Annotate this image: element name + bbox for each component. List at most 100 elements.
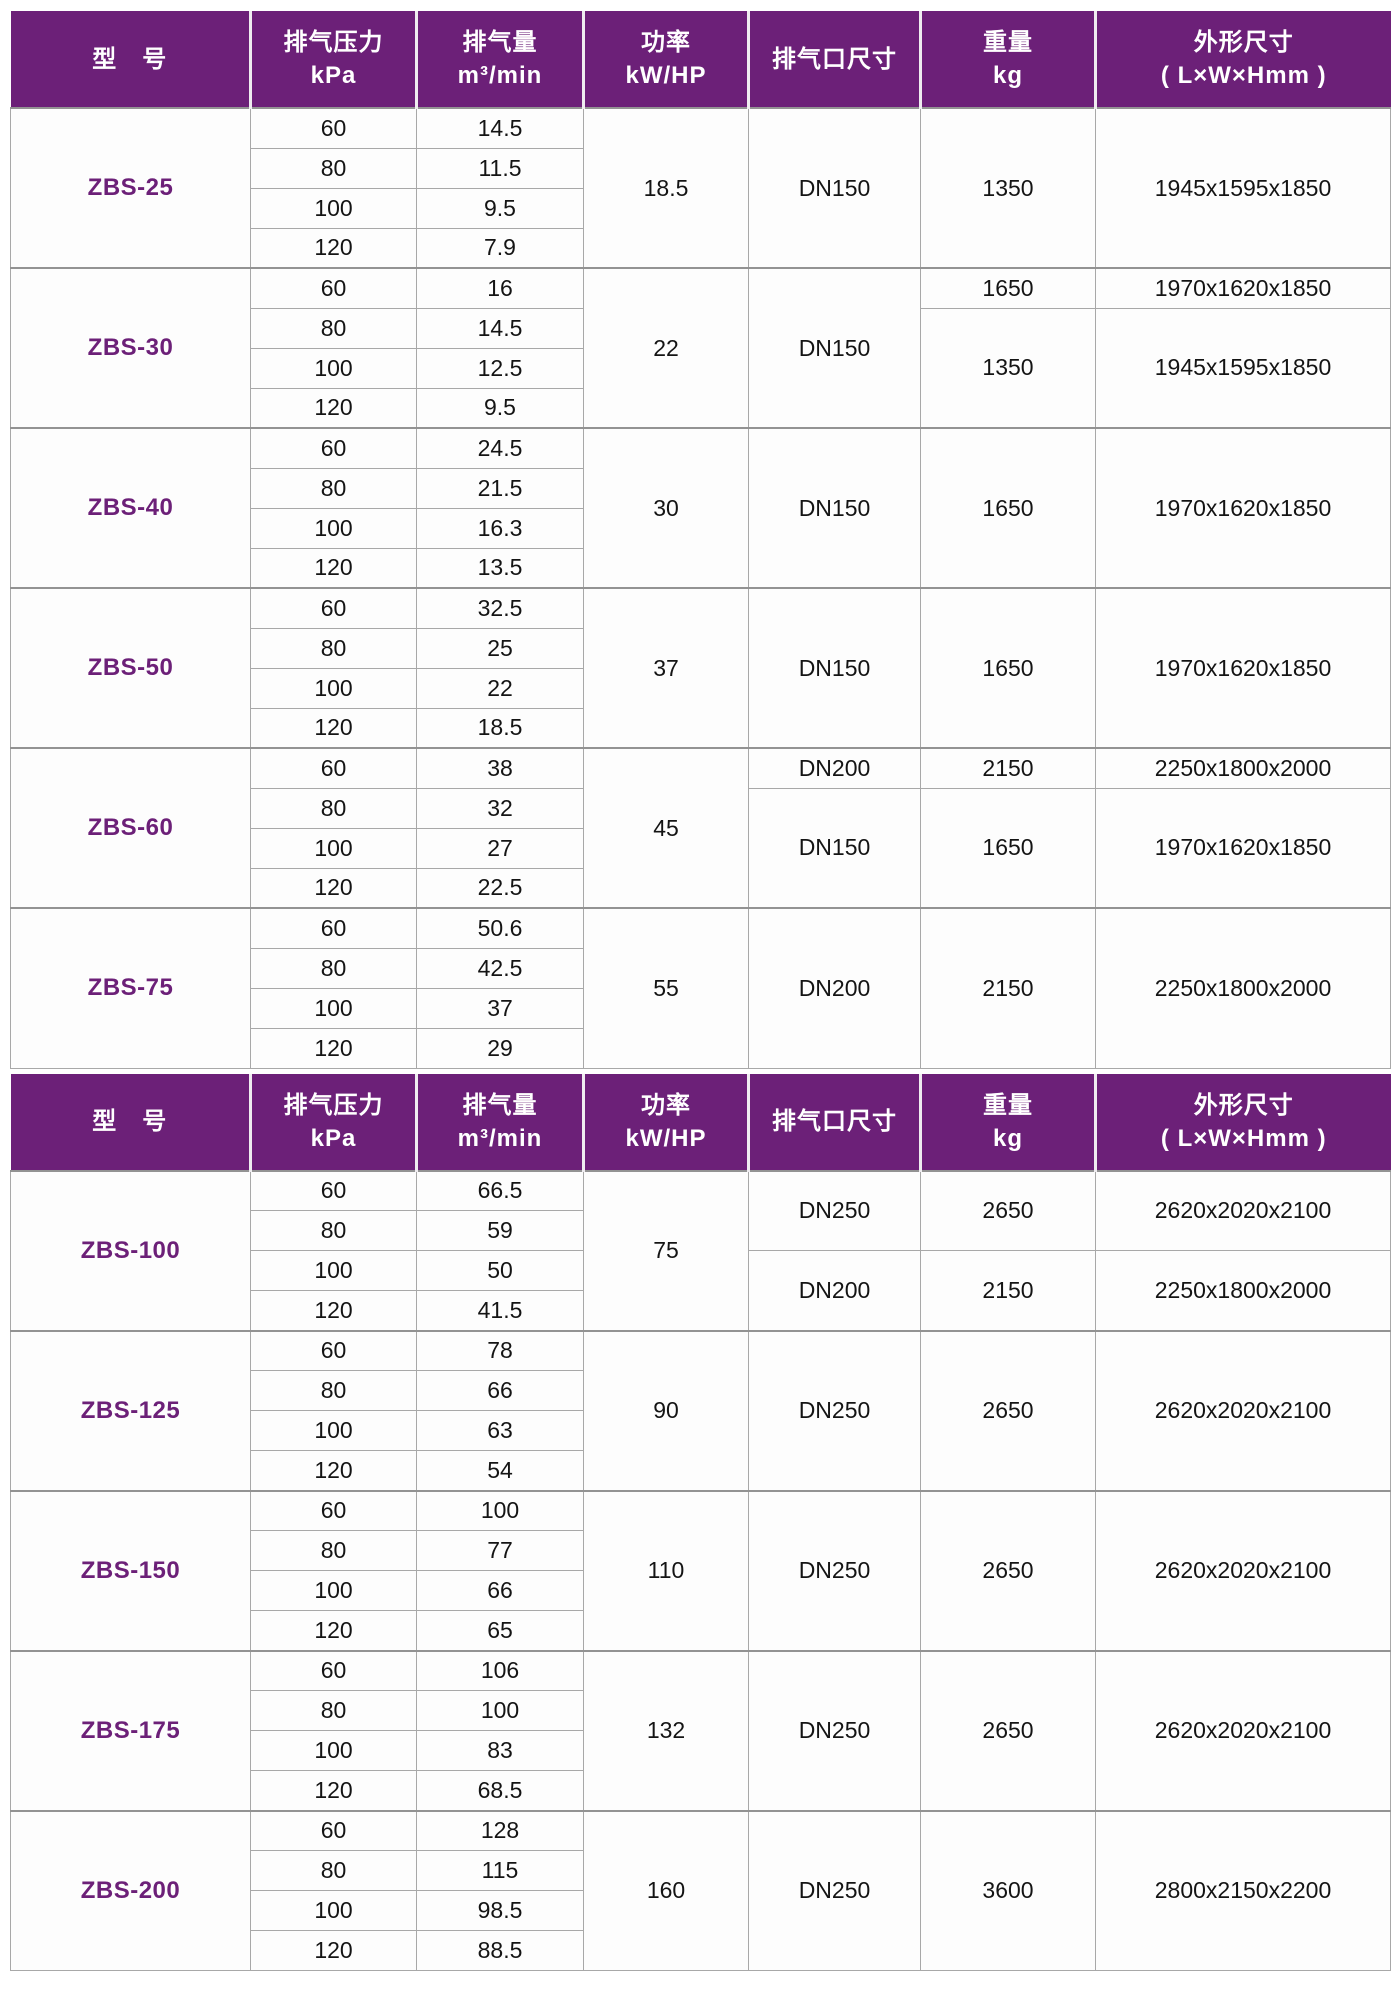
table-row: 120 65 xyxy=(11,1610,1391,1651)
pressure-cell: 120 xyxy=(250,387,417,429)
weight-cell: 1650 xyxy=(920,427,1096,589)
power-cell: 132 xyxy=(583,1649,749,1811)
flow-cell: 12.5 xyxy=(416,347,584,389)
dn-cell: DN250 xyxy=(748,1169,921,1251)
power-cell: 90 xyxy=(583,1329,749,1491)
pressure-cell: 100 xyxy=(250,1730,417,1771)
header-label: 功率 xyxy=(641,1091,691,1119)
dims-cell: 2250x1800x2000 xyxy=(1095,747,1391,789)
header-label: 型 号 xyxy=(92,45,168,73)
pressure-cell: 80 xyxy=(250,1370,417,1411)
flow-cell: 27 xyxy=(416,827,584,869)
pressure-cell: 120 xyxy=(250,1610,417,1651)
table-row: ZBS-50 60 32.5 37 DN150 1650 1970x1620x1… xyxy=(10,587,1391,749)
pressure-cell: 60 xyxy=(250,1489,417,1531)
flow-cell: 18.5 xyxy=(416,707,584,749)
pressure-cell: 120 xyxy=(250,1450,417,1491)
flow-cell: 14.5 xyxy=(416,307,584,349)
header-unit: m³/min xyxy=(457,1124,543,1152)
header-unit: kg xyxy=(992,1124,1023,1152)
table-row: ZBS-25 60 14.5 18.5 DN150 1350 1945x1595… xyxy=(10,107,1391,269)
table-row: 80 14.5 1350 1945x1595x1850 xyxy=(11,307,1391,429)
flow-cell: 38 xyxy=(416,747,584,789)
weight-cell: 2650 xyxy=(920,1329,1096,1491)
model-cell: ZBS-150 xyxy=(10,1489,251,1651)
pressure-cell: 60 xyxy=(250,1809,417,1851)
pressure-cell: 120 xyxy=(250,1027,417,1069)
power-cell: 75 xyxy=(583,1169,749,1331)
flow-cell: 13.5 xyxy=(416,547,584,589)
flow-cell: 54 xyxy=(416,1450,584,1491)
col-header-pressure: 排气压力 kPa xyxy=(249,11,417,108)
flow-cell: 29 xyxy=(416,1027,584,1069)
flow-cell: 50 xyxy=(416,1250,584,1291)
flow-cell: 16 xyxy=(416,267,584,309)
weight-cell: 2650 xyxy=(920,1489,1096,1651)
weight-cell: 2150 xyxy=(920,1250,1096,1331)
pressure-cell: 120 xyxy=(250,1930,417,1971)
dims-cell: 2620x2020x2100 xyxy=(1095,1169,1391,1251)
header-label: 外形尺寸 xyxy=(1193,29,1294,56)
header-label: 排气压力 xyxy=(283,29,384,56)
pressure-cell: 120 xyxy=(250,707,417,749)
flow-cell: 9.5 xyxy=(416,387,584,429)
header-label: 排气压力 xyxy=(283,1091,384,1119)
col-header-power: 功率 kW/HP xyxy=(582,1073,749,1171)
weight-cell: 1350 xyxy=(920,107,1096,269)
table-row: 80 32 DN150 1650 1970x1620x1850 xyxy=(11,787,1391,909)
flow-cell: 11.5 xyxy=(416,147,584,189)
pressure-cell: 120 xyxy=(250,1770,417,1811)
flow-cell: 128 xyxy=(416,1809,584,1851)
dims-cell: 2620x2020x2100 xyxy=(1095,1649,1391,1811)
table-row: 100 37 xyxy=(11,987,1391,1029)
table-row: ZBS-75 60 50.6 55 DN200 2150 2250x1800x2… xyxy=(10,907,1391,1069)
table-row: ZBS-40 60 24.5 30 DN150 1650 1970x1620x1… xyxy=(10,427,1391,589)
table-row: 80 25 xyxy=(11,627,1391,669)
dn-cell: DN150 xyxy=(748,427,921,589)
dims-cell: 1970x1620x1850 xyxy=(1095,267,1391,309)
weight-cell: 1650 xyxy=(920,267,1096,309)
flow-cell: 22 xyxy=(416,667,584,709)
header-unit: ( L×W×Hmm ) xyxy=(1160,1124,1327,1152)
weight-cell: 1650 xyxy=(920,587,1096,749)
header-unit: kPa xyxy=(310,1124,357,1152)
col-header-weight: 重量 kg xyxy=(919,11,1096,108)
table-row: 80 11.5 xyxy=(11,147,1391,189)
table-row: 120 29 xyxy=(11,1027,1391,1069)
flow-cell: 65 xyxy=(416,1610,584,1651)
power-cell: 160 xyxy=(583,1809,749,1971)
dn-cell: DN250 xyxy=(748,1649,921,1811)
table-row: 120 54 xyxy=(11,1450,1391,1491)
dn-cell: DN200 xyxy=(748,747,921,789)
table-row: 100 63 xyxy=(11,1410,1391,1451)
table-row: 80 77 xyxy=(11,1530,1391,1571)
header-label: 功率 xyxy=(641,29,691,56)
header-unit: kg xyxy=(992,62,1023,89)
col-header-dimensions: 外形尺寸 ( L×W×Hmm ) xyxy=(1094,11,1391,108)
table-row: 120 41.5 xyxy=(11,1290,1391,1331)
flow-cell: 37 xyxy=(416,987,584,1029)
dims-cell: 2250x1800x2000 xyxy=(1095,1250,1391,1331)
flow-cell: 25 xyxy=(416,627,584,669)
pressure-cell: 100 xyxy=(250,1570,417,1611)
header-unit: kPa xyxy=(310,62,357,89)
power-cell: 22 xyxy=(583,267,749,429)
flow-cell: 88.5 xyxy=(416,1930,584,1971)
weight-cell: 2150 xyxy=(920,907,1096,1069)
power-cell: 55 xyxy=(583,907,749,1069)
pressure-cell: 120 xyxy=(250,867,417,909)
flow-cell: 16.3 xyxy=(416,507,584,549)
dims-cell: 2620x2020x2100 xyxy=(1095,1329,1391,1491)
dn-cell: DN200 xyxy=(748,907,921,1069)
flow-cell: 66 xyxy=(416,1370,584,1411)
model-cell: ZBS-200 xyxy=(10,1809,251,1971)
pressure-cell: 100 xyxy=(250,187,417,229)
table-row: 100 50 DN200 2150 2250x1800x2000 xyxy=(11,1250,1391,1331)
dn-cell: DN150 xyxy=(748,787,921,909)
flow-cell: 77 xyxy=(416,1530,584,1571)
pressure-cell: 80 xyxy=(250,1530,417,1571)
pressure-cell: 60 xyxy=(250,1329,417,1371)
header-label: 排气量 xyxy=(462,1091,538,1119)
dims-cell: 1945x1595x1850 xyxy=(1095,107,1391,269)
